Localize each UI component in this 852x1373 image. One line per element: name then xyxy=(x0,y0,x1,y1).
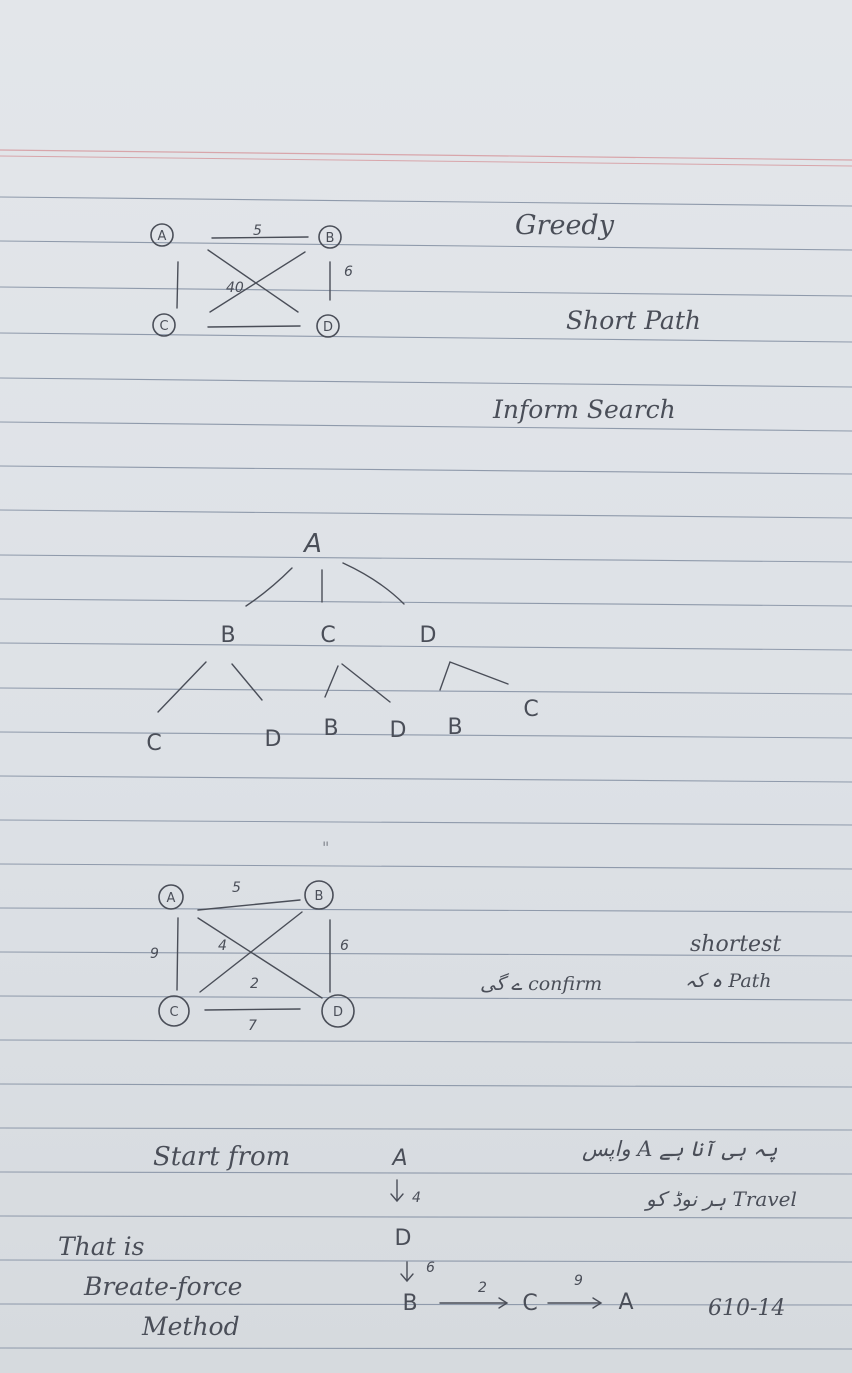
tree-node-l2: C xyxy=(523,697,538,722)
tree-node-l1: C xyxy=(320,623,335,648)
graph2-edge-ad xyxy=(197,917,323,999)
graph2-edge-ab xyxy=(197,899,301,911)
path-node: A xyxy=(390,1146,407,1171)
note-shortest: shortest xyxy=(690,932,782,957)
graph2-edge-ac xyxy=(176,917,179,991)
edge-label: 4 xyxy=(218,938,227,954)
edge-label: 7 xyxy=(248,1018,257,1034)
path-node: D xyxy=(395,1226,412,1251)
graph1-edge-ac xyxy=(176,261,179,309)
node-label: C xyxy=(169,1005,178,1020)
note-that-is: That is xyxy=(58,1232,145,1261)
tick-mark: " xyxy=(322,838,330,857)
tree-node-l2: B xyxy=(323,716,338,741)
edge-label: 2 xyxy=(250,976,259,992)
note-brute-force: Breate-force xyxy=(84,1272,243,1301)
note-total: 610-14 xyxy=(708,1296,786,1321)
node-label: B xyxy=(315,889,324,904)
node-label: A xyxy=(167,891,176,906)
path-weight: 4 xyxy=(412,1190,421,1206)
note-greedy: Greedy xyxy=(515,210,614,241)
node-label: D xyxy=(333,1005,343,1020)
node-label: A xyxy=(158,229,167,244)
graph1-node-a: A xyxy=(150,223,174,247)
graph1-node-d: D xyxy=(316,314,340,338)
graph2-node-b: B xyxy=(304,880,334,910)
node-label: D xyxy=(323,320,333,335)
graph2-node-c: C xyxy=(158,995,190,1027)
graph2-node-a: A xyxy=(158,884,184,910)
graph2-edge-bc xyxy=(199,911,303,993)
graph1-node-c: C xyxy=(152,313,176,337)
edge-label: 6 xyxy=(340,938,349,954)
note-confirm: ے گی confirm xyxy=(480,973,603,995)
path-weight: 2 xyxy=(478,1280,487,1296)
tree-node-l1: B xyxy=(220,623,235,648)
graph2-node-d: D xyxy=(321,994,355,1028)
note-start-from: Start from xyxy=(153,1142,291,1172)
tree-node-l2: D xyxy=(265,727,282,752)
note-urdu-travel: ہر نوڈ کو Travel xyxy=(646,1187,797,1211)
note-path: ہ کہ Path xyxy=(685,970,772,992)
note-urdu-return: واپس A پہ ہی آنا ہے xyxy=(582,1137,778,1161)
path-node: B xyxy=(402,1291,417,1316)
tree-node-l2: C xyxy=(146,731,161,756)
graph1-edge-ad xyxy=(207,249,299,313)
note-method: Method xyxy=(142,1312,240,1341)
graph1-edge-ab xyxy=(211,236,309,239)
path-weight: 6 xyxy=(426,1260,435,1276)
tree-node-l1: D xyxy=(420,623,437,648)
node-label: C xyxy=(159,319,168,334)
edge-label: 6 xyxy=(344,264,353,280)
graph2-edge-cd xyxy=(204,1008,301,1011)
edge-label: 5 xyxy=(253,223,262,239)
path-node: A xyxy=(618,1290,633,1315)
graph1-node-b: B xyxy=(318,225,342,249)
tree-node-l2: D xyxy=(390,718,407,743)
graph1-edge-bc xyxy=(209,251,306,313)
edge-label: 5 xyxy=(232,880,241,896)
path-weight: 9 xyxy=(574,1273,583,1289)
node-label: B xyxy=(326,231,335,246)
edge-label: 40 xyxy=(226,280,244,296)
note-short-path: Short Path xyxy=(566,306,701,335)
tree-node-l2: B xyxy=(447,715,462,740)
tree-root: A xyxy=(302,529,322,559)
note-inform-search: Inform Search xyxy=(493,395,676,424)
path-node: C xyxy=(522,1291,537,1316)
edge-label: 9 xyxy=(150,946,159,962)
graph1-edge-cd xyxy=(207,325,301,328)
